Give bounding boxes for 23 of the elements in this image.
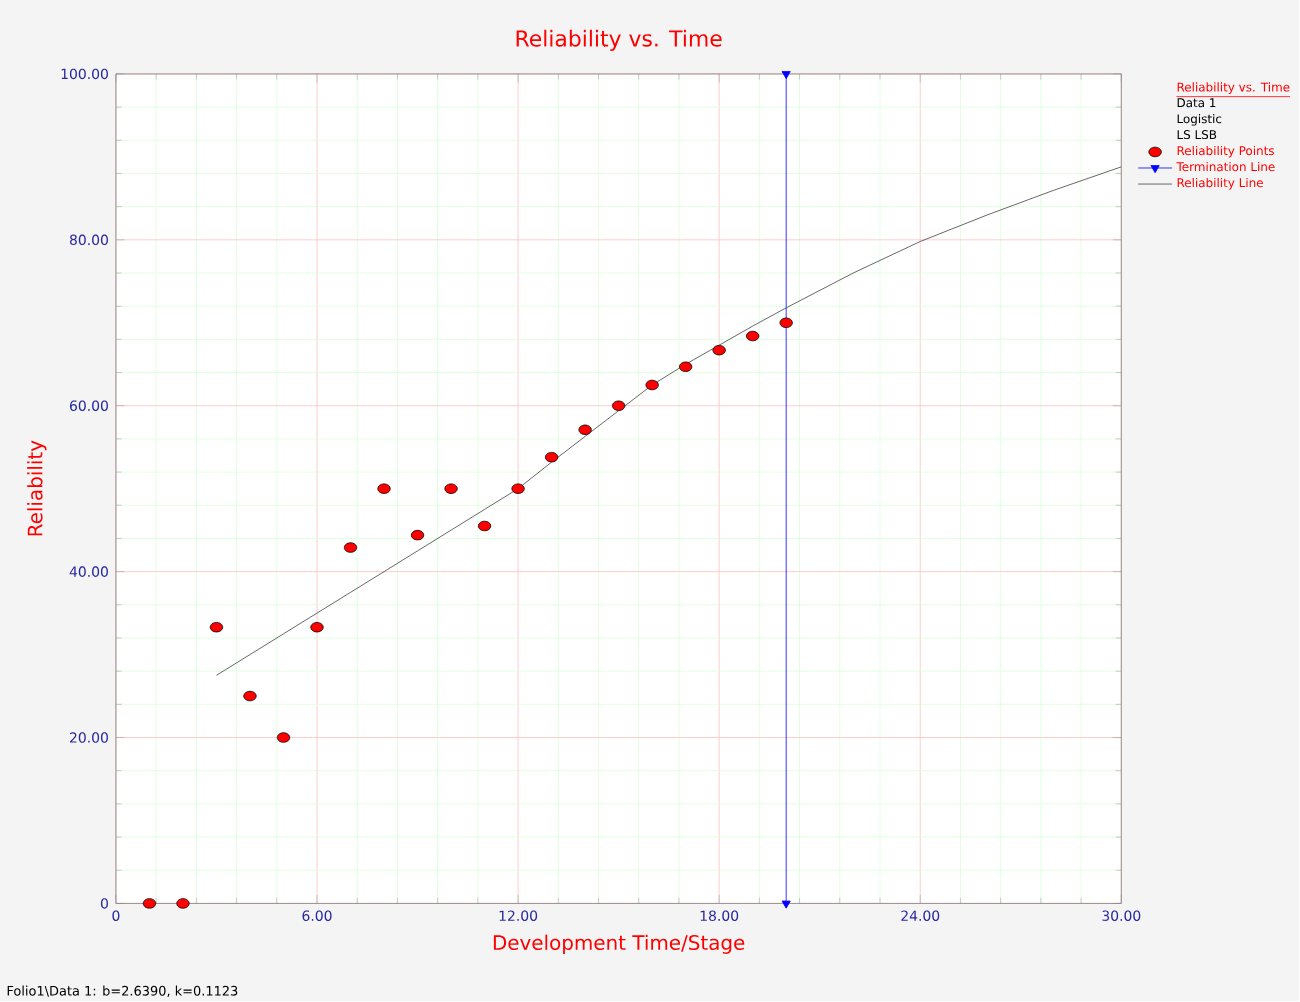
x-axis-title: Development Time/Stage bbox=[493, 934, 745, 955]
point bbox=[444, 483, 458, 495]
point bbox=[377, 483, 391, 495]
point bbox=[176, 898, 190, 909]
point bbox=[578, 424, 592, 436]
point bbox=[410, 530, 425, 541]
point bbox=[645, 380, 659, 391]
point bbox=[612, 400, 626, 412]
point bbox=[679, 361, 693, 373]
point bbox=[209, 622, 224, 633]
point bbox=[477, 521, 492, 532]
point bbox=[310, 622, 324, 633]
point bbox=[511, 483, 525, 495]
point bbox=[712, 345, 726, 356]
point bbox=[544, 452, 559, 463]
point bbox=[142, 898, 157, 909]
point bbox=[276, 732, 291, 744]
point bbox=[243, 691, 257, 702]
chart-title: Reliability vs. Time bbox=[516, 30, 722, 52]
y-axis-title: Reliability bbox=[27, 440, 47, 536]
point bbox=[746, 331, 760, 342]
point bbox=[779, 317, 793, 329]
point bbox=[343, 542, 358, 554]
